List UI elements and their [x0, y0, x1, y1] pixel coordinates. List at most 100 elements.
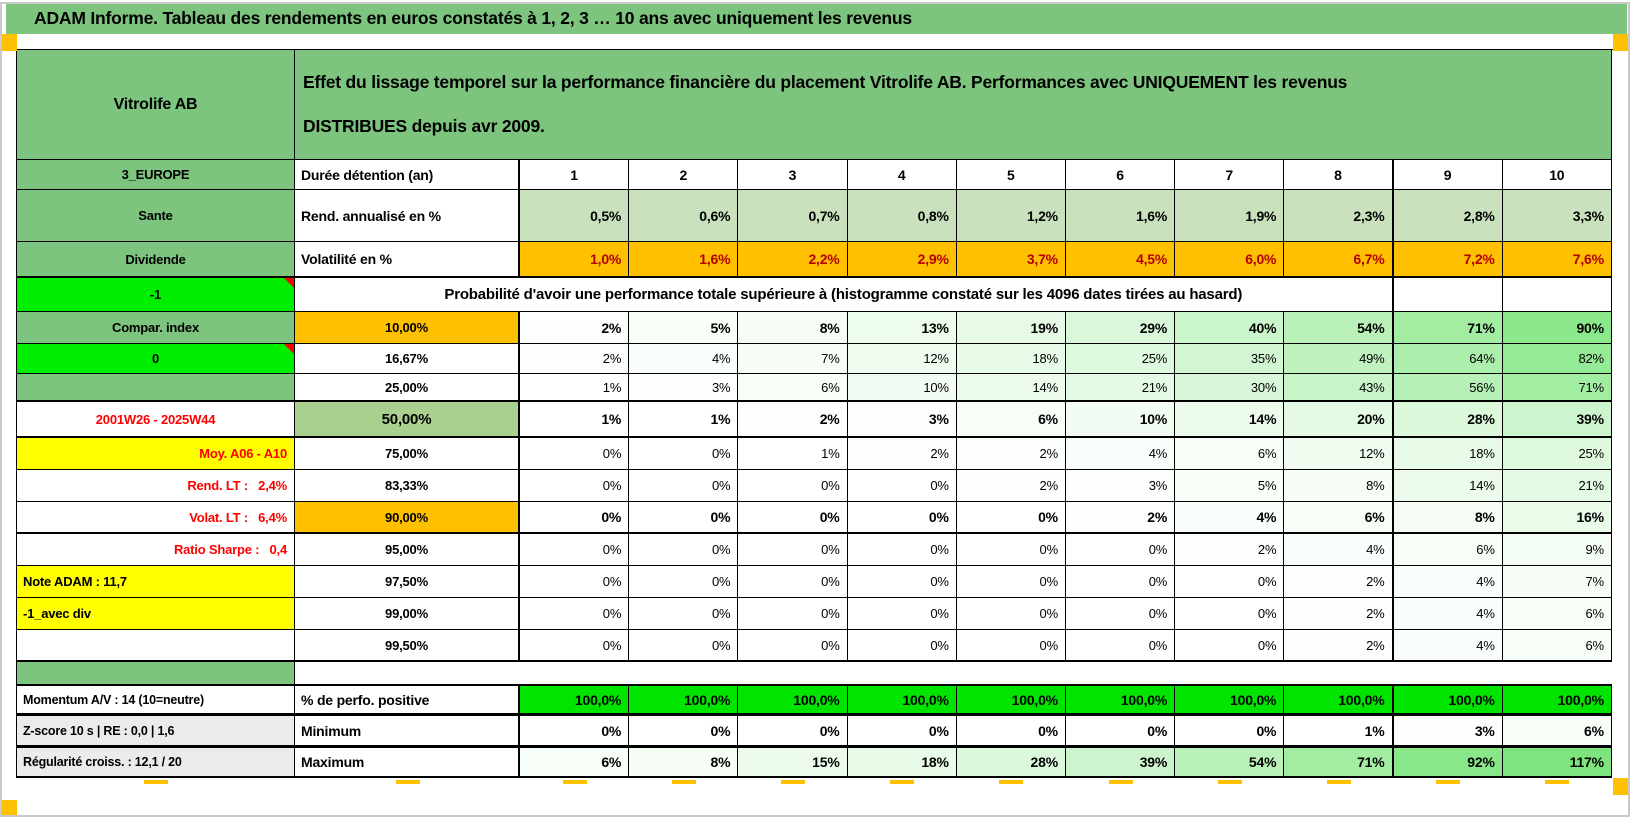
data-cell[interactable]: 0% — [738, 566, 848, 598]
sheet-name-cell[interactable]: 3_EUROPE — [16, 160, 295, 190]
data-cell[interactable]: 8% — [1284, 470, 1394, 502]
row-label[interactable]: Volat. LT : 6,4% — [16, 502, 295, 534]
year-header-cell[interactable]: 5 — [956, 160, 1066, 190]
data-cell[interactable]: 4% — [629, 344, 739, 374]
data-cell[interactable]: 0% — [738, 502, 848, 534]
data-cell[interactable]: 82% — [1502, 344, 1612, 374]
data-cell[interactable]: 28% — [1393, 402, 1503, 438]
data-cell[interactable]: 12% — [1284, 438, 1394, 470]
data-cell[interactable]: 71% — [1393, 312, 1503, 344]
data-cell[interactable]: 0% — [956, 502, 1066, 534]
data-cell[interactable]: 0% — [629, 714, 739, 746]
row-label[interactable]: Sante — [16, 190, 295, 242]
data-cell[interactable]: 0% — [956, 714, 1066, 746]
data-cell[interactable]: 100,0% — [738, 684, 848, 714]
data-cell[interactable]: 1% — [520, 402, 630, 438]
data-cell[interactable]: 56% — [1393, 374, 1503, 402]
data-cell[interactable]: 14% — [956, 374, 1066, 402]
year-header-cell[interactable]: 10 — [1502, 160, 1612, 190]
data-cell[interactable]: 100,0% — [847, 684, 957, 714]
data-cell[interactable]: 54% — [1175, 746, 1285, 778]
data-cell[interactable]: 0% — [520, 566, 630, 598]
data-cell[interactable]: 6,7% — [1284, 242, 1394, 278]
data-cell[interactable]: 35% — [1175, 344, 1285, 374]
data-cell[interactable]: 6% — [738, 374, 848, 402]
data-cell[interactable]: 100,0% — [1502, 684, 1612, 714]
data-cell[interactable]: 10% — [847, 374, 957, 402]
threshold-cell[interactable]: 10,00% — [295, 312, 520, 344]
data-cell[interactable]: 0% — [520, 534, 630, 566]
data-cell[interactable]: 6,0% — [1175, 242, 1285, 278]
data-cell[interactable]: 6% — [1393, 534, 1503, 566]
threshold-cell[interactable]: 25,00% — [295, 374, 520, 402]
row-label[interactable]: Régularité croiss. : 12,1 / 20 — [16, 746, 295, 778]
data-cell[interactable]: 43% — [1284, 374, 1394, 402]
data-cell[interactable]: 2% — [1284, 598, 1394, 630]
threshold-cell[interactable]: 16,67% — [295, 344, 520, 374]
row-label[interactable]: 0 — [16, 344, 295, 374]
row-label[interactable] — [16, 630, 295, 662]
data-cell[interactable]: 2% — [1175, 534, 1285, 566]
row-label[interactable]: Compar. index — [16, 312, 295, 344]
data-cell[interactable]: 2,2% — [738, 242, 848, 278]
data-cell[interactable]: 0% — [1175, 630, 1285, 662]
data-cell[interactable]: 2% — [1065, 502, 1176, 534]
data-cell[interactable]: 0% — [629, 630, 739, 662]
data-cell[interactable]: 4% — [1393, 566, 1503, 598]
data-cell[interactable]: 0% — [847, 534, 957, 566]
data-cell[interactable]: 7,6% — [1502, 242, 1612, 278]
data-cell[interactable]: 0% — [738, 534, 848, 566]
data-cell[interactable]: 39% — [1065, 746, 1176, 778]
data-cell[interactable]: 1% — [520, 374, 630, 402]
data-cell[interactable]: 3,7% — [956, 242, 1066, 278]
data-cell[interactable]: 3% — [847, 402, 957, 438]
data-cell[interactable]: 20% — [1284, 402, 1394, 438]
data-cell[interactable]: 0% — [629, 438, 739, 470]
data-cell[interactable]: 0% — [629, 598, 739, 630]
data-cell[interactable]: 4% — [1175, 502, 1285, 534]
data-cell[interactable]: 0,6% — [629, 190, 739, 242]
data-cell[interactable]: 0% — [520, 438, 630, 470]
data-cell[interactable]: 0% — [738, 598, 848, 630]
data-cell[interactable]: 4% — [1065, 438, 1176, 470]
data-cell[interactable]: 0% — [520, 630, 630, 662]
row-label[interactable]: Z-score 10 s | RE : 0,0 | 1,6 — [16, 714, 295, 746]
data-cell[interactable]: 3% — [1393, 714, 1503, 746]
data-cell[interactable]: 21% — [1502, 470, 1612, 502]
data-cell[interactable]: 7% — [738, 344, 848, 374]
data-cell[interactable]: 0% — [520, 714, 630, 746]
data-cell[interactable]: 25% — [1502, 438, 1612, 470]
data-cell[interactable]: 49% — [1284, 344, 1394, 374]
row-label[interactable]: Moy. A06 - A10 — [16, 438, 295, 470]
data-cell[interactable]: 0% — [629, 502, 739, 534]
data-cell[interactable]: 8% — [738, 312, 848, 344]
data-cell[interactable]: 2,9% — [847, 242, 957, 278]
data-cell[interactable]: 0,8% — [847, 190, 957, 242]
data-cell[interactable]: 2% — [956, 470, 1066, 502]
data-cell[interactable]: 19% — [956, 312, 1066, 344]
year-header-cell[interactable]: 3 — [738, 160, 848, 190]
data-cell[interactable]: 0,5% — [520, 190, 630, 242]
data-cell[interactable]: 0% — [956, 598, 1066, 630]
data-cell[interactable]: 2,3% — [1284, 190, 1394, 242]
row-label[interactable] — [16, 374, 295, 402]
data-cell[interactable]: 14% — [1393, 470, 1503, 502]
data-cell[interactable]: 0% — [629, 534, 739, 566]
data-cell[interactable]: 18% — [847, 746, 957, 778]
year-header-cell[interactable]: 2 — [629, 160, 739, 190]
data-cell[interactable]: 0% — [520, 502, 630, 534]
data-cell[interactable]: 6% — [1502, 714, 1612, 746]
data-cell[interactable]: 30% — [1175, 374, 1285, 402]
data-cell[interactable]: 8% — [1393, 502, 1503, 534]
row-label[interactable]: -1 — [16, 278, 295, 312]
row-label[interactable]: Rend. LT : 2,4% — [16, 470, 295, 502]
data-cell[interactable]: 7% — [1502, 566, 1612, 598]
data-cell[interactable]: 6% — [956, 402, 1066, 438]
data-cell[interactable]: 6% — [1502, 598, 1612, 630]
data-cell[interactable]: 0% — [956, 566, 1066, 598]
data-cell[interactable]: 54% — [1284, 312, 1394, 344]
data-cell[interactable]: 4% — [1284, 534, 1394, 566]
metric-label[interactable]: % de perfo. positive — [295, 684, 520, 714]
data-cell[interactable]: 0% — [956, 534, 1066, 566]
data-cell[interactable]: 13% — [847, 312, 957, 344]
